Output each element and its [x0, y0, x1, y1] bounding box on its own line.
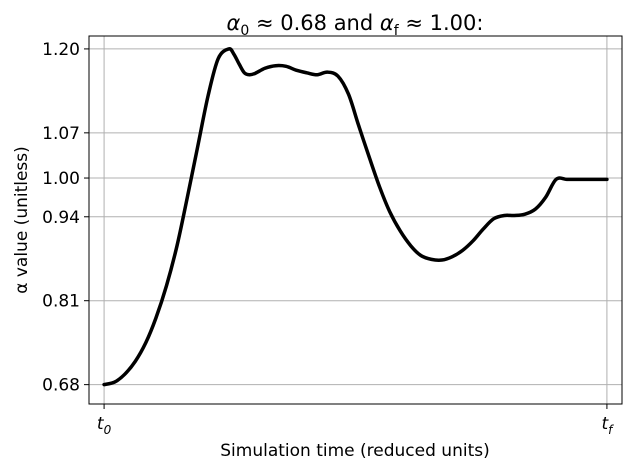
title-alphaf: α	[380, 11, 394, 35]
x-tick-label: t0	[97, 414, 112, 437]
x-axis-label: Simulation time (reduced units)	[220, 441, 489, 461]
y-axis-ticks: 0.68 0.81 0.94 1.00 1.07 1.20	[42, 40, 89, 396]
y-tick-label: 1.20	[42, 40, 80, 60]
title-end: ≈ 1.00:	[399, 11, 484, 35]
y-tick-label: 1.07	[42, 124, 80, 144]
alpha-series-line	[102, 47, 609, 387]
chart-title: α0 ≈ 0.68 and αf ≈ 1.00:	[227, 11, 484, 39]
y-tick-label: 0.68	[42, 376, 80, 396]
x-axis-ticks: t0 tf	[97, 404, 614, 437]
plot-frame	[88, 35, 623, 405]
title-alphaf-sub: f	[394, 23, 400, 39]
grid	[89, 36, 622, 404]
y-tick-label: 0.94	[42, 208, 80, 228]
series-layer	[102, 47, 609, 387]
y-tick-label: 1.00	[42, 169, 80, 189]
x-tick-label: tf	[601, 414, 614, 437]
title-alpha0-sub: 0	[240, 23, 249, 39]
title-alpha0: α	[227, 11, 241, 35]
title-middle: ≈ 0.68 and	[249, 11, 380, 35]
y-axis-label: α value (unitless)	[12, 146, 32, 294]
y-tick-label: 0.81	[42, 292, 80, 312]
